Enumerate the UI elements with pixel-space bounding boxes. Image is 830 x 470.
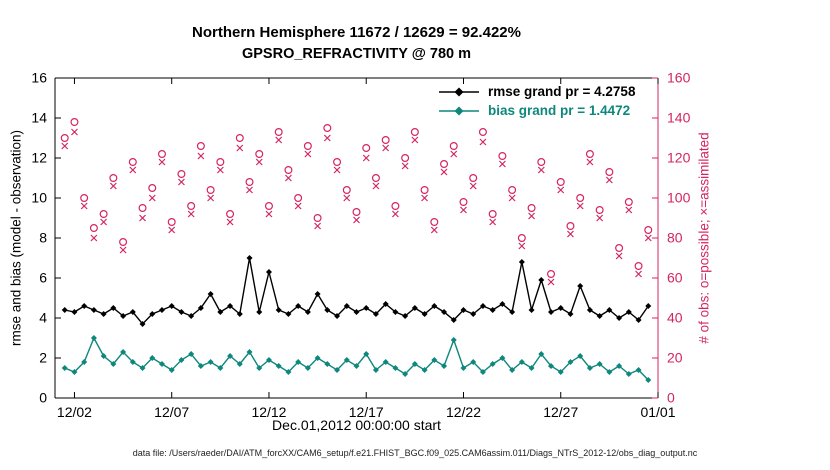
svg-text:12/12: 12/12 — [251, 404, 286, 420]
svg-text:10: 10 — [31, 190, 47, 206]
svg-text:12/22: 12/22 — [446, 404, 481, 420]
legend-item-bias: bias grand pr = 1.4472 — [437, 101, 635, 120]
svg-text:2: 2 — [39, 350, 47, 366]
chart-title-line1: Northern Hemisphere 11672 / 12629 = 92.4… — [192, 24, 521, 41]
legend: rmse grand pr = 4.2758 bias grand pr = 1… — [437, 82, 635, 120]
svg-text:14: 14 — [31, 110, 47, 126]
svg-text:12/07: 12/07 — [154, 404, 189, 420]
chart-title: Northern Hemisphere 11672 / 12629 = 92.4… — [0, 22, 713, 65]
svg-text:4: 4 — [39, 310, 47, 326]
svg-text:8: 8 — [39, 230, 47, 246]
svg-text:120: 120 — [667, 150, 691, 166]
svg-text:0: 0 — [667, 390, 675, 406]
svg-text:12/17: 12/17 — [349, 404, 384, 420]
bias-line-sample-icon — [439, 106, 479, 115]
svg-text:0: 0 — [39, 390, 47, 406]
legend-label-bias: bias grand pr = 1.4472 — [488, 103, 631, 118]
legend-item-rmse: rmse grand pr = 4.2758 — [437, 82, 635, 101]
svg-text:16: 16 — [31, 70, 47, 86]
svg-text:6: 6 — [39, 270, 47, 286]
svg-text:20: 20 — [667, 350, 683, 366]
svg-text:60: 60 — [667, 270, 683, 286]
left-axis-label: rmse and bias (model - observation) — [8, 129, 24, 347]
legend-label-rmse: rmse grand pr = 4.2758 — [488, 84, 636, 99]
svg-text:100: 100 — [667, 190, 691, 206]
svg-text:12: 12 — [31, 150, 47, 166]
svg-text:12/27: 12/27 — [543, 404, 578, 420]
svg-text:01/01: 01/01 — [640, 404, 675, 420]
right-axis-label: # of obs: o=possible; ×=assimilated — [696, 132, 712, 344]
chart-title-line2: GPSRO_REFRACTIVITY @ 780 m — [241, 46, 471, 62]
svg-text:160: 160 — [667, 70, 691, 86]
svg-text:140: 140 — [667, 110, 691, 126]
svg-text:12/02: 12/02 — [57, 404, 92, 420]
x-axis-label: Dec.01,2012 00:00:00 start — [272, 417, 441, 433]
svg-text:40: 40 — [667, 310, 683, 326]
rmse-line-sample-icon — [439, 87, 479, 96]
svg-text:80: 80 — [667, 230, 683, 246]
data-file-caption: data file: /Users/raeder/DAI/ATM_forcXX/… — [132, 448, 698, 458]
